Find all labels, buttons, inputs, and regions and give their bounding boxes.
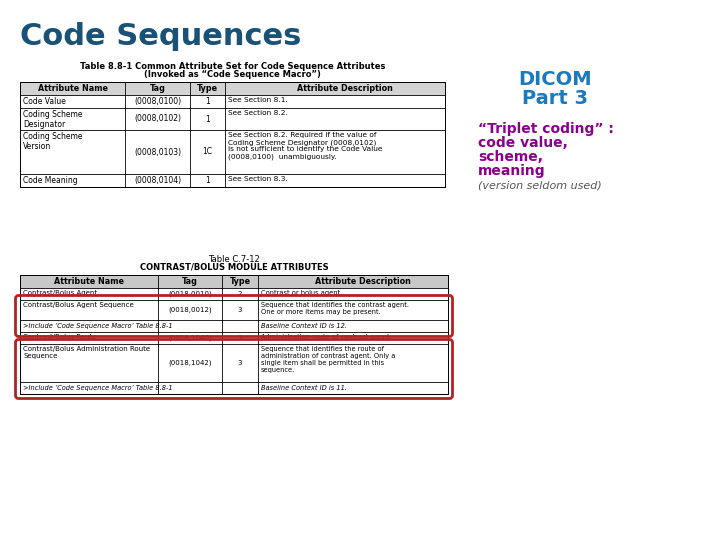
Text: See Section 8.1.: See Section 8.1.: [228, 97, 288, 103]
Text: Type: Type: [230, 277, 251, 286]
Text: Attribute Name: Attribute Name: [54, 277, 124, 286]
Text: (0018,1040): (0018,1040): [168, 335, 212, 341]
Text: Code Value: Code Value: [23, 97, 66, 106]
Text: Tag: Tag: [150, 84, 166, 93]
Text: meaning: meaning: [478, 164, 546, 178]
Text: CONTRAST/BOLUS MODULE ATTRIBUTES: CONTRAST/BOLUS MODULE ATTRIBUTES: [140, 263, 328, 272]
Text: Baseline Context ID is 11.: Baseline Context ID is 11.: [261, 385, 347, 391]
Text: Tag: Tag: [182, 277, 198, 286]
Text: Table 8.8-1 Common Attribute Set for Code Sequence Attributes: Table 8.8-1 Common Attribute Set for Cod…: [80, 62, 385, 71]
Text: (0018,0012): (0018,0012): [168, 307, 212, 313]
Text: (0008,0100): (0008,0100): [134, 97, 181, 106]
Text: Contrast or bolus agent.: Contrast or bolus agent.: [261, 290, 342, 296]
Text: Type: Type: [197, 84, 218, 93]
Text: 1: 1: [205, 114, 210, 124]
Text: Contrast/Bolus Administration Route
Sequence: Contrast/Bolus Administration Route Sequ…: [23, 346, 150, 359]
Text: 1: 1: [205, 97, 210, 106]
Text: 3: 3: [238, 307, 242, 313]
Text: (0018,1042): (0018,1042): [168, 360, 212, 366]
Bar: [20, 82, 445, 95]
Text: Table C.7-12: Table C.7-12: [208, 255, 260, 264]
Text: Part 3: Part 3: [522, 89, 588, 108]
Text: 1C: 1C: [202, 147, 212, 157]
Text: 3: 3: [238, 335, 242, 341]
Text: See Section 8.2. Required if the value of
Coding Scheme Designator (0008,0102)
i: See Section 8.2. Required if the value o…: [228, 132, 382, 160]
Text: Coding Scheme
Version: Coding Scheme Version: [23, 132, 83, 151]
Text: (0008,0103): (0008,0103): [134, 147, 181, 157]
Text: Code Meaning: Code Meaning: [23, 176, 78, 185]
Text: (0008,0102): (0008,0102): [134, 114, 181, 124]
Text: DICOM: DICOM: [518, 70, 592, 89]
Bar: [20, 95, 445, 187]
Bar: [20, 288, 448, 394]
Text: (Invoked as “Code Sequence Macro”): (Invoked as “Code Sequence Macro”): [144, 70, 321, 79]
Bar: [20, 275, 448, 394]
Text: code value,: code value,: [478, 136, 568, 150]
Text: Attribute Description: Attribute Description: [297, 84, 393, 93]
Text: 2: 2: [238, 291, 242, 297]
Text: 3: 3: [238, 360, 242, 366]
Bar: [20, 275, 448, 288]
Text: See Section 8.2.: See Section 8.2.: [228, 110, 288, 116]
Text: Coding Scheme
Designator: Coding Scheme Designator: [23, 110, 83, 130]
Text: (version seldom used): (version seldom used): [478, 180, 602, 190]
Text: >Include ‘Code Sequence Macro’ Table 8.8-1: >Include ‘Code Sequence Macro’ Table 8.8…: [23, 323, 173, 329]
Text: Attribute Name: Attribute Name: [37, 84, 107, 93]
Text: Attribute Description: Attribute Description: [315, 277, 411, 286]
Text: See Section 8.3.: See Section 8.3.: [228, 176, 288, 182]
Text: Code Sequences: Code Sequences: [20, 22, 302, 51]
Text: Baseline Context ID is 12.: Baseline Context ID is 12.: [261, 323, 347, 329]
Text: Contrast/Bolus Agent Sequence: Contrast/Bolus Agent Sequence: [23, 302, 134, 308]
Text: “Triplet coding” :: “Triplet coding” :: [478, 122, 614, 136]
Text: Contrast/Bolus Route: Contrast/Bolus Route: [23, 334, 96, 340]
Bar: [20, 82, 445, 187]
Text: 1: 1: [205, 176, 210, 185]
Text: Contrast/Bolus Agent: Contrast/Bolus Agent: [23, 290, 97, 296]
Text: Administration route of contrast agent.: Administration route of contrast agent.: [261, 334, 392, 340]
Text: (0018,0010): (0018,0010): [168, 291, 212, 297]
Text: >Include ‘Code Sequence Macro’ Table 8.8-1: >Include ‘Code Sequence Macro’ Table 8.8…: [23, 385, 173, 391]
Text: scheme,: scheme,: [478, 150, 543, 164]
Text: Sequence that identifies the route of
administration of contrast agent. Only a
s: Sequence that identifies the route of ad…: [261, 346, 395, 373]
Text: Sequence that identifies the contrast agent.
One or more items may be present.: Sequence that identifies the contrast ag…: [261, 302, 409, 315]
Text: (0008,0104): (0008,0104): [134, 176, 181, 185]
